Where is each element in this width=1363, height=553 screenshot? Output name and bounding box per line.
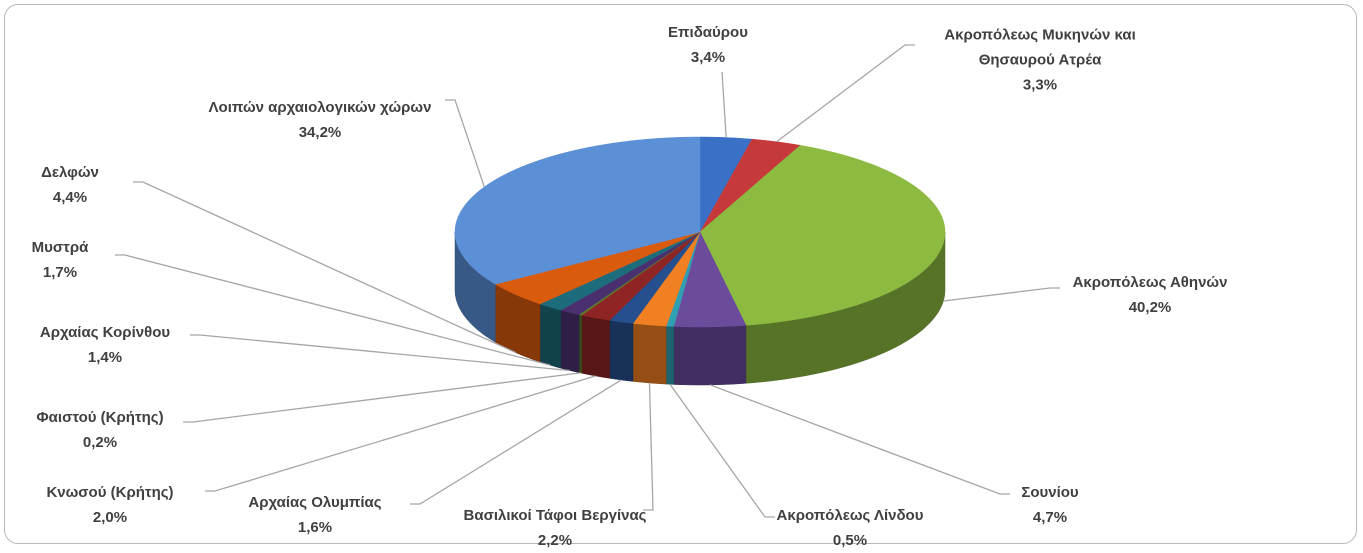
data-label: Επιδαύρου 3,4% bbox=[638, 20, 778, 70]
slice bbox=[673, 231, 747, 328]
value-label: 4,4% bbox=[52, 189, 88, 206]
leader-line bbox=[115, 254, 551, 366]
chart-frame bbox=[4, 4, 1357, 544]
leader-line bbox=[721, 71, 727, 138]
category-label: Δελφών bbox=[41, 164, 99, 181]
value-label: 0,2% bbox=[82, 434, 118, 451]
leader-line bbox=[669, 383, 775, 518]
value-label: 0,5% bbox=[832, 532, 868, 549]
value-label: 1,7% bbox=[42, 264, 78, 281]
slice bbox=[699, 138, 801, 233]
category-label: Ακροπόλεως Μυκηνών και Θησαυρού Ατρέα bbox=[944, 26, 1136, 69]
slice-side bbox=[581, 314, 610, 379]
leader-line bbox=[410, 379, 622, 505]
slice bbox=[581, 231, 701, 321]
category-label: Ακροπόλεως Αθηνών bbox=[1072, 274, 1228, 291]
data-label: Φαιστού (Κρήτης) 0,2% bbox=[0, 405, 200, 455]
leader-line bbox=[190, 334, 570, 372]
slice bbox=[539, 231, 701, 311]
slice bbox=[494, 231, 701, 305]
value-label: 1,6% bbox=[297, 519, 333, 536]
data-label: Αρχαίας Κορίνθου 1,4% bbox=[5, 320, 205, 370]
value-label: 3,4% bbox=[690, 49, 726, 66]
category-label: Ακροπόλεως Λίνδου bbox=[776, 507, 924, 524]
data-label: Ακροπόλεως Μυκηνών και Θησαυρού Ατρέα 3,3… bbox=[910, 23, 1170, 98]
category-label: Σουνίου bbox=[1021, 484, 1079, 501]
category-label: Αρχαίας Κορίνθου bbox=[39, 324, 171, 341]
slice bbox=[632, 231, 701, 327]
category-label: Επιδαύρου bbox=[668, 24, 748, 41]
data-label: Ακροπόλεως Λίνδου 0,5% bbox=[750, 503, 950, 553]
leader-line bbox=[445, 99, 485, 188]
data-label: Αρχαίας Ολυμπίας 1,6% bbox=[215, 490, 415, 540]
leader-line bbox=[183, 372, 581, 423]
data-label: Δελφών 4,4% bbox=[10, 160, 130, 210]
data-label: Λοιπών αρχαιολογικών χώρων 34,2% bbox=[205, 95, 435, 145]
slice bbox=[560, 231, 701, 315]
slice-side bbox=[560, 309, 580, 373]
data-label: Βασιλικοί Τάφοι Βεργίνας 2,2% bbox=[425, 503, 685, 553]
slice-side bbox=[632, 323, 667, 385]
slice bbox=[699, 136, 753, 233]
slice-side bbox=[578, 314, 583, 374]
value-label: 2,2% bbox=[537, 532, 573, 549]
slice-side bbox=[673, 325, 747, 386]
data-label: Μυστρά 1,7% bbox=[0, 235, 120, 285]
value-label: 34,2% bbox=[298, 124, 342, 141]
category-label: Κνωσού (Κρήτης) bbox=[46, 484, 174, 501]
slice-side bbox=[665, 325, 675, 385]
leader-line bbox=[133, 181, 517, 354]
category-label: Βασιλικοί Τάφοι Βεργίνας bbox=[463, 507, 647, 524]
value-label: 1,4% bbox=[87, 349, 123, 366]
slice-side bbox=[609, 320, 634, 382]
category-label: Αρχαίας Ολυμπίας bbox=[248, 494, 382, 511]
data-label: Σουνίου 4,7% bbox=[990, 480, 1110, 530]
leader-line bbox=[943, 287, 1060, 302]
slice bbox=[609, 231, 701, 324]
category-label: Μυστρά bbox=[31, 239, 89, 256]
category-label: Φαιστού (Κρήτης) bbox=[36, 409, 164, 426]
slice-side bbox=[539, 303, 562, 369]
slice bbox=[699, 145, 946, 326]
leader-line bbox=[643, 382, 654, 511]
value-label: 2,0% bbox=[92, 509, 128, 526]
data-label: Ακροπόλεως Αθηνών 40,2% bbox=[1050, 270, 1250, 320]
category-label: Λοιπών αρχαιολογικών χώρων bbox=[208, 99, 432, 116]
value-label: 4,7% bbox=[1032, 509, 1068, 526]
value-label: 40,2% bbox=[1128, 299, 1172, 316]
data-label: Κνωσού (Κρήτης) 2,0% bbox=[10, 480, 210, 530]
leader-line bbox=[205, 375, 596, 492]
leader-line bbox=[709, 384, 1010, 495]
leader-line bbox=[776, 44, 915, 143]
value-label: 3,3% bbox=[1022, 76, 1058, 94]
